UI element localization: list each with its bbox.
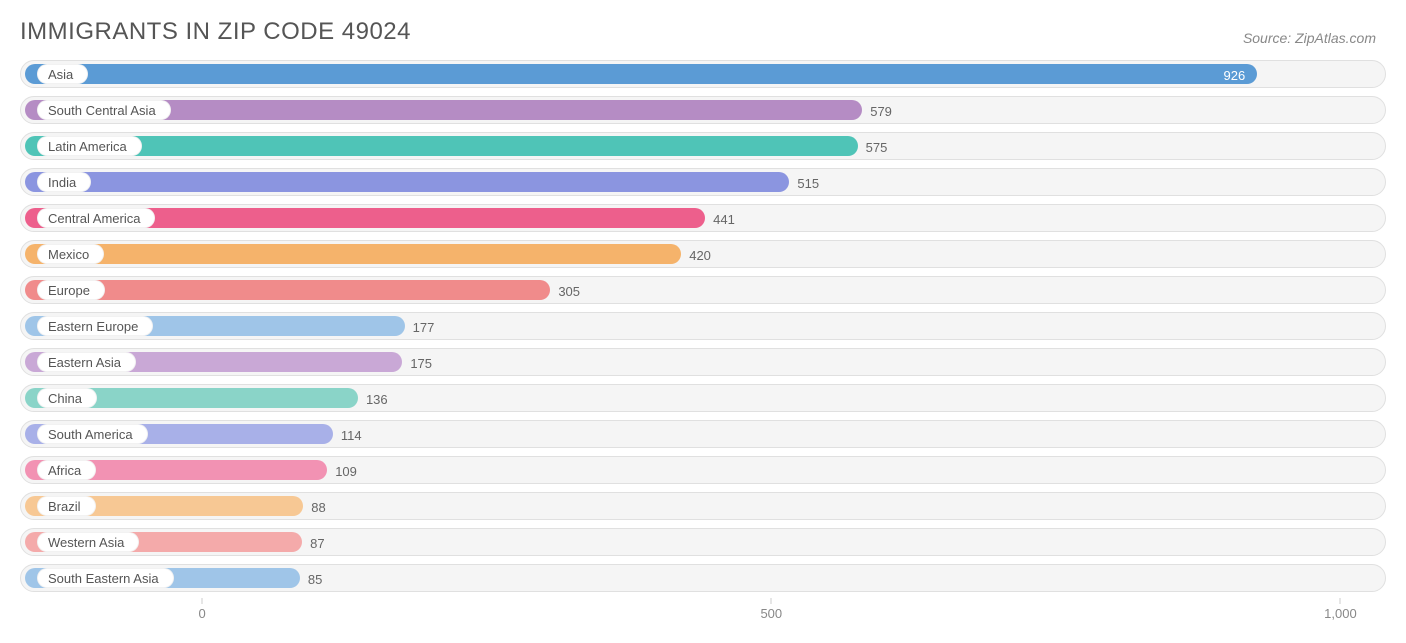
bar-track: Eastern Asia 175 [20, 348, 1386, 376]
bar-value: 109 [327, 457, 357, 485]
chart-header: IMMIGRANTS IN ZIP CODE 49024 Source: Zip… [0, 0, 1406, 56]
axis-tick-line [771, 598, 772, 604]
bar-value: 579 [862, 97, 892, 125]
bar-track: Western Asia 87 [20, 528, 1386, 556]
bar-value: 87 [302, 529, 324, 557]
bar-value: 177 [405, 313, 435, 341]
bar-label-pill: South Central Asia [37, 100, 171, 120]
bar-value: 85 [300, 565, 322, 593]
bar-fill [25, 244, 681, 264]
chart-source: Source: ZipAtlas.com [1243, 30, 1386, 46]
bar-fill [25, 136, 858, 156]
axis-tick-line [1340, 598, 1341, 604]
bar-label: South Central Asia [48, 103, 156, 118]
bar-label-pill: Africa [37, 460, 96, 480]
bar-label: Western Asia [48, 535, 124, 550]
bar-label: Central America [48, 211, 140, 226]
bar-label-pill: South America [37, 424, 148, 444]
bar-value: 441 [705, 205, 735, 233]
bar-track: Africa 109 [20, 456, 1386, 484]
bar-label: Latin America [48, 139, 127, 154]
axis-tick-label: 0 [199, 606, 206, 621]
bar-value: 305 [550, 277, 580, 305]
bar-label: India [48, 175, 76, 190]
bar-track: Latin America 575 [20, 132, 1386, 160]
bar-value: 926 [25, 61, 1257, 89]
bar-track: Asia926 [20, 60, 1386, 88]
bar-value: 515 [789, 169, 819, 197]
axis-tick-label: 500 [760, 606, 782, 621]
bar-label-pill: China [37, 388, 97, 408]
bar-fill [25, 172, 789, 192]
bar-label: Eastern Europe [48, 319, 138, 334]
bar-label-pill: Latin America [37, 136, 142, 156]
bar-label: Europe [48, 283, 90, 298]
bar-label-pill: Eastern Europe [37, 316, 153, 336]
bar-track: India 515 [20, 168, 1386, 196]
bar-label-pill: India [37, 172, 91, 192]
bar-track: South Eastern Asia 85 [20, 564, 1386, 592]
bar-value: 575 [858, 133, 888, 161]
bar-label: South America [48, 427, 133, 442]
bar-value: 88 [303, 493, 325, 521]
bar-label: China [48, 391, 82, 406]
bar-track: Europe 305 [20, 276, 1386, 304]
bar-label-pill: Mexico [37, 244, 104, 264]
bar-label: Brazil [48, 499, 81, 514]
bar-track: China 136 [20, 384, 1386, 412]
chart-title: IMMIGRANTS IN ZIP CODE 49024 [20, 18, 411, 46]
bar-label: Mexico [48, 247, 89, 262]
bar-label: Eastern Asia [48, 355, 121, 370]
bar-label-pill: Western Asia [37, 532, 139, 552]
bar-label: Asia [48, 67, 73, 82]
bar-track: South Central Asia 579 [20, 96, 1386, 124]
bar-label-pill: Brazil [37, 496, 96, 516]
bar-track: Eastern Europe 177 [20, 312, 1386, 340]
axis-tick-label: 1,000 [1324, 606, 1357, 621]
bar-value: 136 [358, 385, 388, 413]
bar-label-pill: Europe [37, 280, 105, 300]
bar-label-pill: Eastern Asia [37, 352, 136, 372]
bar-label-pill: South Eastern Asia [37, 568, 174, 588]
bar-track: South America 114 [20, 420, 1386, 448]
chart-area: Asia926 South Central Asia 579 Latin Americ… [0, 56, 1406, 592]
bar-label-pill: Central America [37, 208, 155, 228]
x-axis: 0 500 1,000 [20, 600, 1386, 630]
bar-value: 420 [681, 241, 711, 269]
bar-track: Central America 441 [20, 204, 1386, 232]
bar-value: 175 [402, 349, 432, 377]
bar-label-pill: Asia [37, 64, 88, 84]
bar-label: Africa [48, 463, 81, 478]
axis-tick-line [202, 598, 203, 604]
bar-value: 114 [333, 421, 362, 449]
bar-track: Mexico 420 [20, 240, 1386, 268]
bar-label: South Eastern Asia [48, 571, 159, 586]
bar-track: Brazil 88 [20, 492, 1386, 520]
